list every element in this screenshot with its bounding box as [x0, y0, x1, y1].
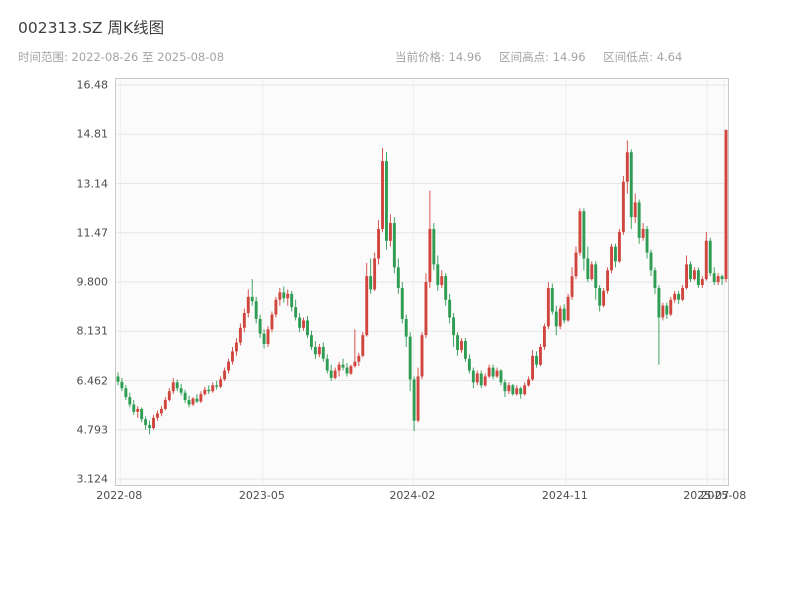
y-tick-label: 14.81	[76, 127, 109, 141]
y-tick-label: 11.47	[76, 226, 109, 240]
stat-range-low: 区间低点: 4.64	[603, 50, 683, 64]
stats-row: 当前价格: 14.96 区间高点: 14.96 区间低点: 4.64	[395, 49, 696, 65]
candlestick-chart: 16.48 14.81 13.14 11.47 9.800 8.131 6.462 4.793…	[0, 78, 746, 505]
y-tick-label: 9.800	[76, 275, 109, 289]
x-tick-label: 2024-11	[541, 489, 588, 502]
time-range-label: 时间范围: 2022-08-26 至 2025-08-08	[18, 50, 225, 64]
y-tick-label: 6.462	[76, 374, 109, 388]
y-tick-label: 13.14	[76, 177, 109, 191]
y-tick-label: 4.793	[76, 423, 109, 437]
page-title: 002313.SZ 周K线图	[18, 19, 165, 37]
x-axis-labels: 2022-08 2023-05 2024-02 2024-11 2025-07 2025-…	[96, 489, 746, 505]
plot-area	[115, 78, 729, 486]
x-tick-label: 2022-08	[96, 489, 143, 502]
y-tick-label: 3.124	[76, 472, 109, 486]
x-tick-label: 2024-02	[389, 489, 436, 502]
stat-range-high: 区间高点: 14.96	[499, 50, 586, 64]
y-tick-label: 8.131	[76, 324, 109, 338]
x-tick-label: 2023-05	[238, 489, 285, 502]
x-tick-label: 2025-08	[700, 489, 747, 502]
y-axis-labels: 16.48 14.81 13.14 11.47 9.800 8.131 6.462 4.793…	[0, 78, 109, 486]
stat-current-price: 当前价格: 14.96	[395, 50, 482, 64]
x-tick-label: 2025-07	[683, 489, 730, 502]
y-tick-label: 16.48	[76, 78, 109, 92]
